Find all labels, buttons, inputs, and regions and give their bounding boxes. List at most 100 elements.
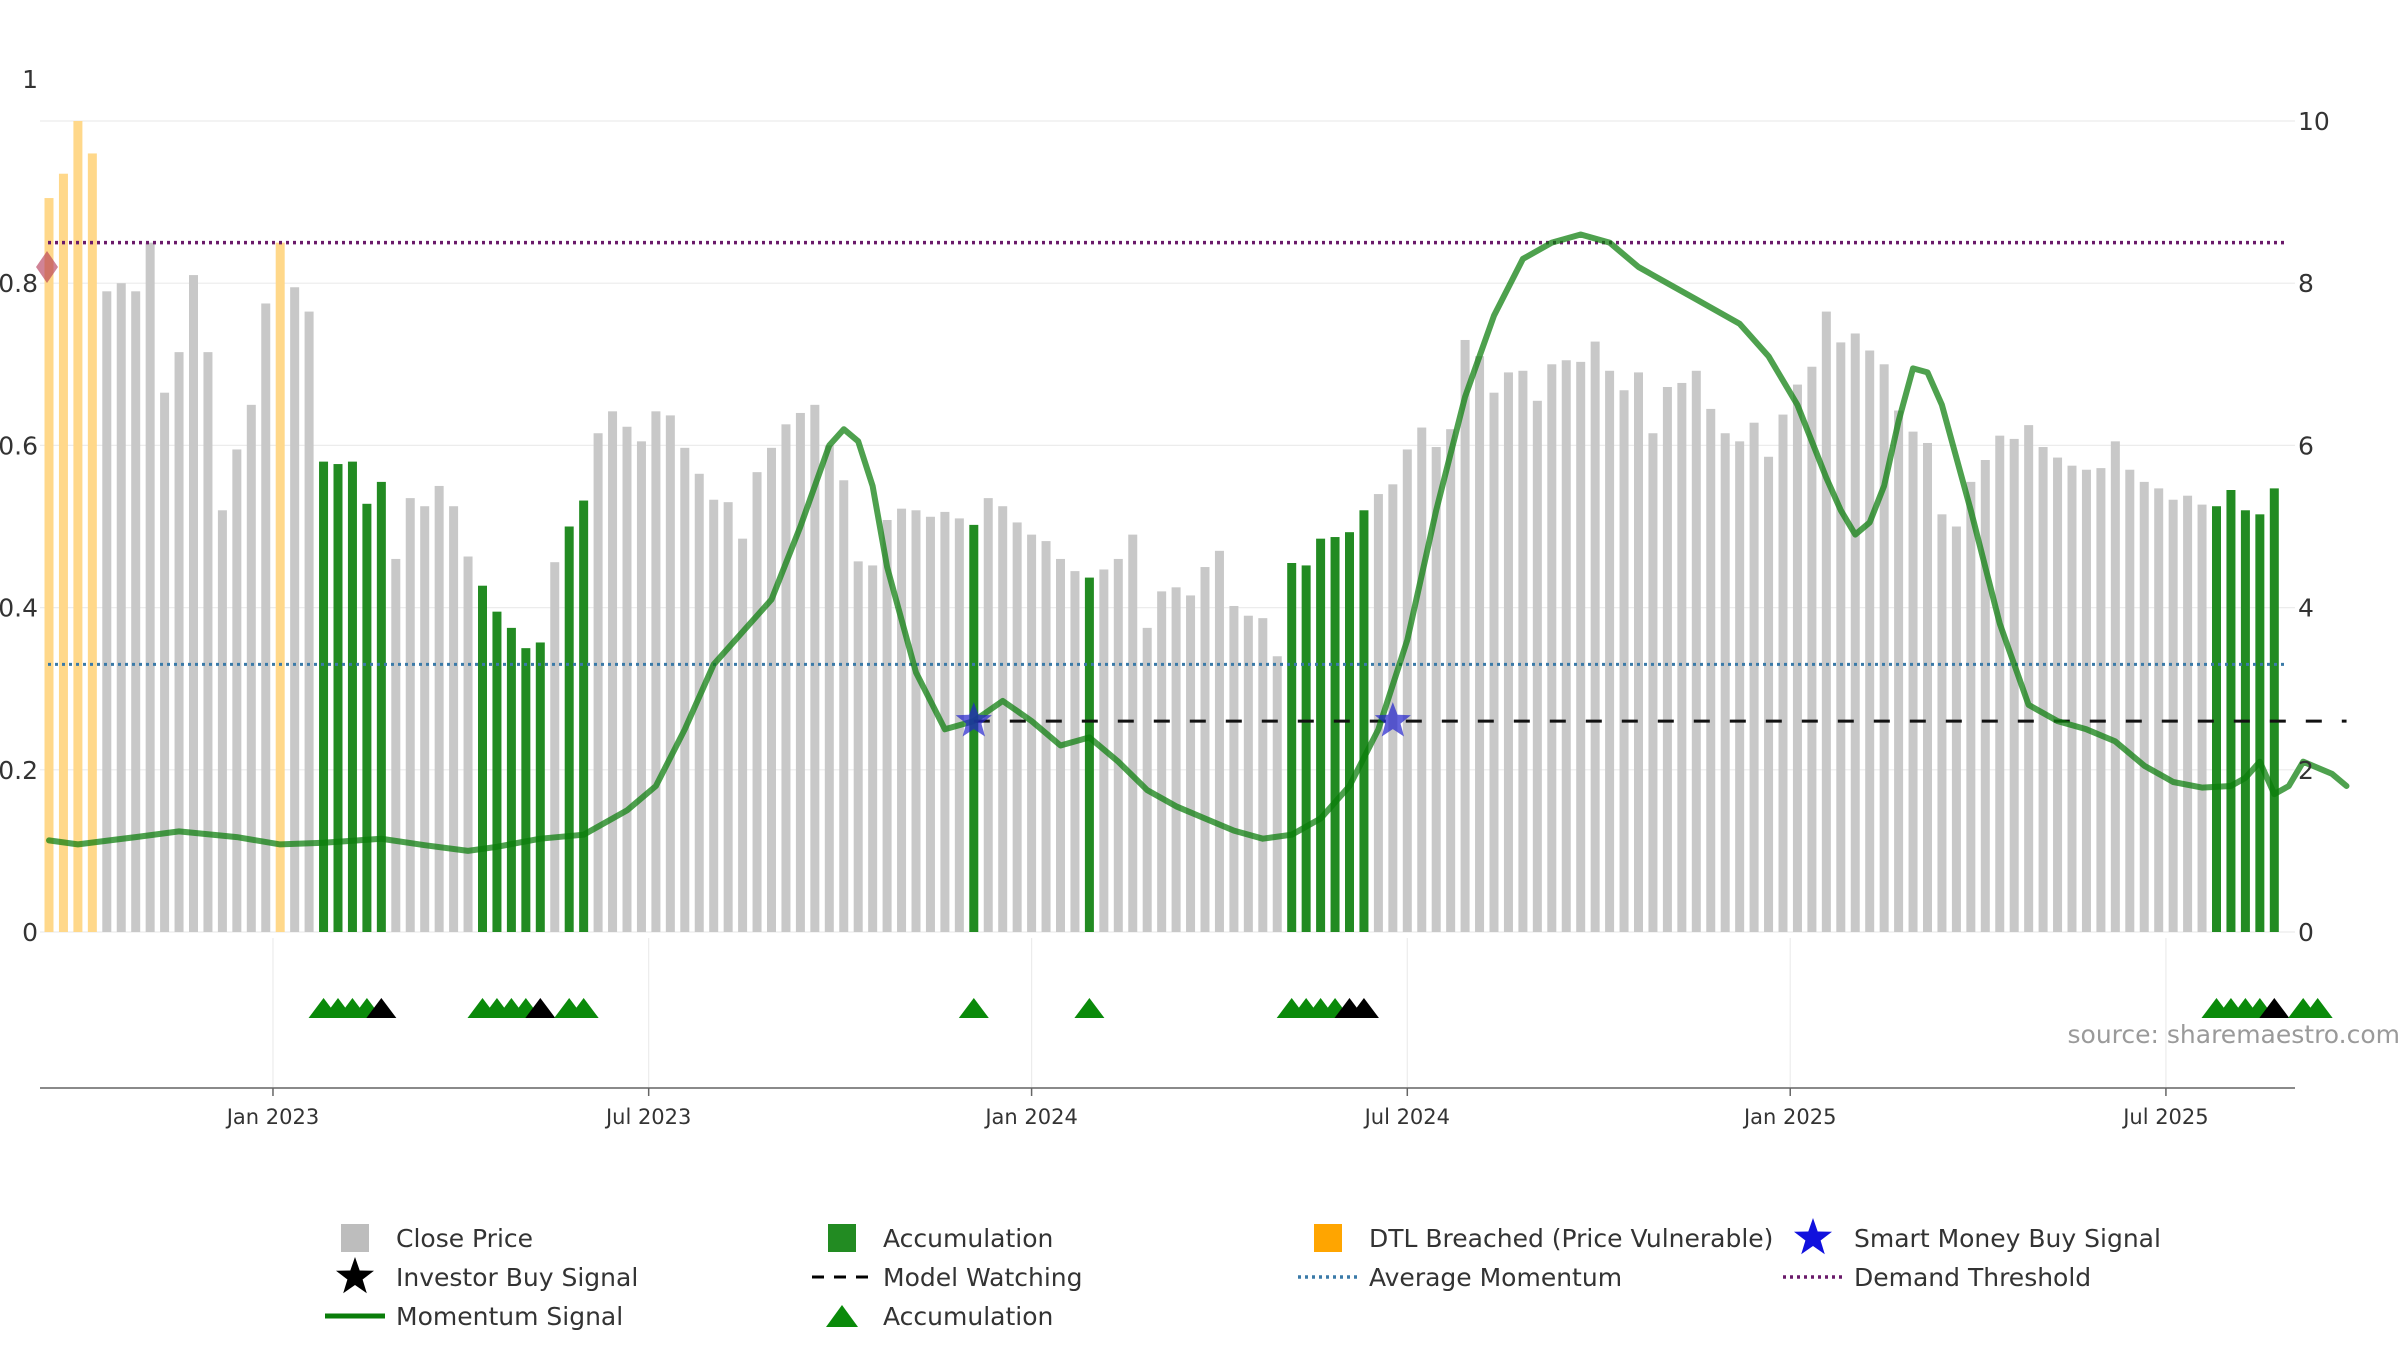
grid-lines xyxy=(40,120,2295,1088)
close-price-bar xyxy=(2125,469,2135,932)
dtl-breached-bar xyxy=(87,153,97,932)
legend-item: DTL Breached (Price Vulnerable) xyxy=(1314,1224,1773,1253)
close-price-bar xyxy=(1258,618,1268,932)
accumulation-bar xyxy=(535,642,545,932)
close-price-bar xyxy=(1980,459,1990,932)
legend-label: Accumulation xyxy=(883,1302,1053,1331)
close-price-bar xyxy=(1417,427,1427,932)
dtl-breached-bar xyxy=(275,242,285,932)
legend-item: Demand Threshold xyxy=(1783,1263,2091,1292)
close-price-bar xyxy=(1966,481,1976,932)
close-price-bar xyxy=(1214,550,1224,932)
left-axis-ticks: 0 0.2 0.4 0.6 0.8 1 xyxy=(0,65,38,947)
close-price-bar xyxy=(405,498,415,932)
close-price-bar xyxy=(1590,341,1600,932)
close-price-bar xyxy=(1894,410,1904,933)
accumulation-signal-triangle xyxy=(1074,998,1105,1018)
close-price-bar xyxy=(1157,591,1167,932)
close-price-bar xyxy=(709,499,719,932)
accumulation-bar xyxy=(2212,506,2221,932)
close-price-bar xyxy=(2009,438,2019,932)
x-tick-label: Jul 2023 xyxy=(604,1105,691,1129)
close-price-bar xyxy=(1446,429,1456,932)
accumulation-bar xyxy=(1084,577,1094,932)
close-price-bar xyxy=(1778,414,1788,932)
close-price-bar xyxy=(940,511,950,932)
accumulation-bar xyxy=(362,503,372,932)
close-price-bar xyxy=(2110,441,2120,932)
close-price-bar xyxy=(550,562,560,932)
close-price-bar xyxy=(882,520,892,932)
close-price-bar xyxy=(434,485,444,932)
legend-label: Accumulation xyxy=(883,1224,1053,1253)
legend-star xyxy=(1794,1218,1832,1255)
x-tick-label: Jul 2025 xyxy=(2121,1105,2208,1129)
close-price-bar xyxy=(1908,431,1918,932)
legend-swatch xyxy=(828,1224,856,1252)
legend-item: Close Price xyxy=(341,1224,533,1253)
legend-item: Accumulation xyxy=(826,1302,1053,1331)
close-price-bar xyxy=(1243,615,1253,932)
right-tick-label: 4 xyxy=(2298,594,2314,623)
legend-item: Accumulation xyxy=(828,1224,1053,1253)
close-price-bar xyxy=(1171,587,1181,932)
close-price-bar xyxy=(2197,504,2207,932)
close-price-bar xyxy=(2024,425,2034,932)
close-price-bar xyxy=(2067,465,2077,932)
close-price-bar xyxy=(1460,339,1470,933)
close-price-bar xyxy=(449,506,459,932)
close-price-bar xyxy=(1923,442,1932,932)
close-price-bar xyxy=(1128,534,1138,932)
accumulation-bar xyxy=(2255,514,2265,932)
close-price-bar xyxy=(1764,456,1774,932)
legend-swatch xyxy=(341,1224,369,1252)
close-price-bar xyxy=(636,441,646,932)
close-price-bar xyxy=(2053,457,2063,932)
close-price-bar xyxy=(203,352,213,932)
close-price-bar xyxy=(2183,495,2193,932)
accumulation-bar xyxy=(521,648,531,932)
close-price-bar xyxy=(174,352,184,932)
close-price-bar xyxy=(998,506,1008,932)
close-price-bar xyxy=(217,510,227,932)
accumulation-bar xyxy=(478,585,487,932)
legend-label: Demand Threshold xyxy=(1854,1263,2091,1292)
close-price-bar xyxy=(795,412,805,933)
close-price-bar xyxy=(911,510,921,932)
x-axis-ticks: Jan 2023 Jul 2023 Jan 2024 Jul 2024 Jan 2025… xyxy=(225,1088,2209,1129)
accumulation-bar xyxy=(1287,562,1297,932)
close-price-bar xyxy=(131,291,141,932)
close-price-bar xyxy=(752,472,762,932)
close-price-bar xyxy=(767,447,776,932)
close-price-bar xyxy=(1634,372,1643,932)
close-price-bar xyxy=(1879,364,1889,932)
smart-money-buy-star xyxy=(1374,702,1411,737)
smart-money-buy-star xyxy=(955,702,992,737)
close-price-bar xyxy=(680,447,690,932)
momentum-signal-line xyxy=(46,231,2350,854)
left-tick-label: 0.4 xyxy=(0,594,38,623)
close-price-bar xyxy=(1373,494,1383,932)
close-price-bar xyxy=(2081,469,2091,932)
close-price-bar xyxy=(1200,567,1210,932)
close-price-bar xyxy=(983,498,993,932)
legend-label: Average Momentum xyxy=(1369,1263,1622,1292)
close-price-bar xyxy=(1821,311,1831,933)
close-price-bar xyxy=(1995,435,2005,932)
close-price-bar xyxy=(925,516,935,932)
close-price-bar xyxy=(665,415,675,932)
accumulation-signal-triangle xyxy=(2302,998,2333,1018)
close-price-bar xyxy=(160,392,170,932)
close-price-bar xyxy=(1735,441,1745,932)
reference-lines xyxy=(48,240,2347,723)
close-price-bar xyxy=(145,242,155,932)
legend-label: Smart Money Buy Signal xyxy=(1854,1224,2161,1253)
accumulation-bar xyxy=(376,481,386,932)
close-price-bar xyxy=(1749,422,1759,932)
legend-label: Investor Buy Signal xyxy=(396,1263,638,1292)
close-price-bar xyxy=(1272,656,1282,932)
close-price-bar xyxy=(1605,370,1615,933)
close-price-bar xyxy=(261,303,271,933)
close-price-bar xyxy=(1012,522,1022,932)
